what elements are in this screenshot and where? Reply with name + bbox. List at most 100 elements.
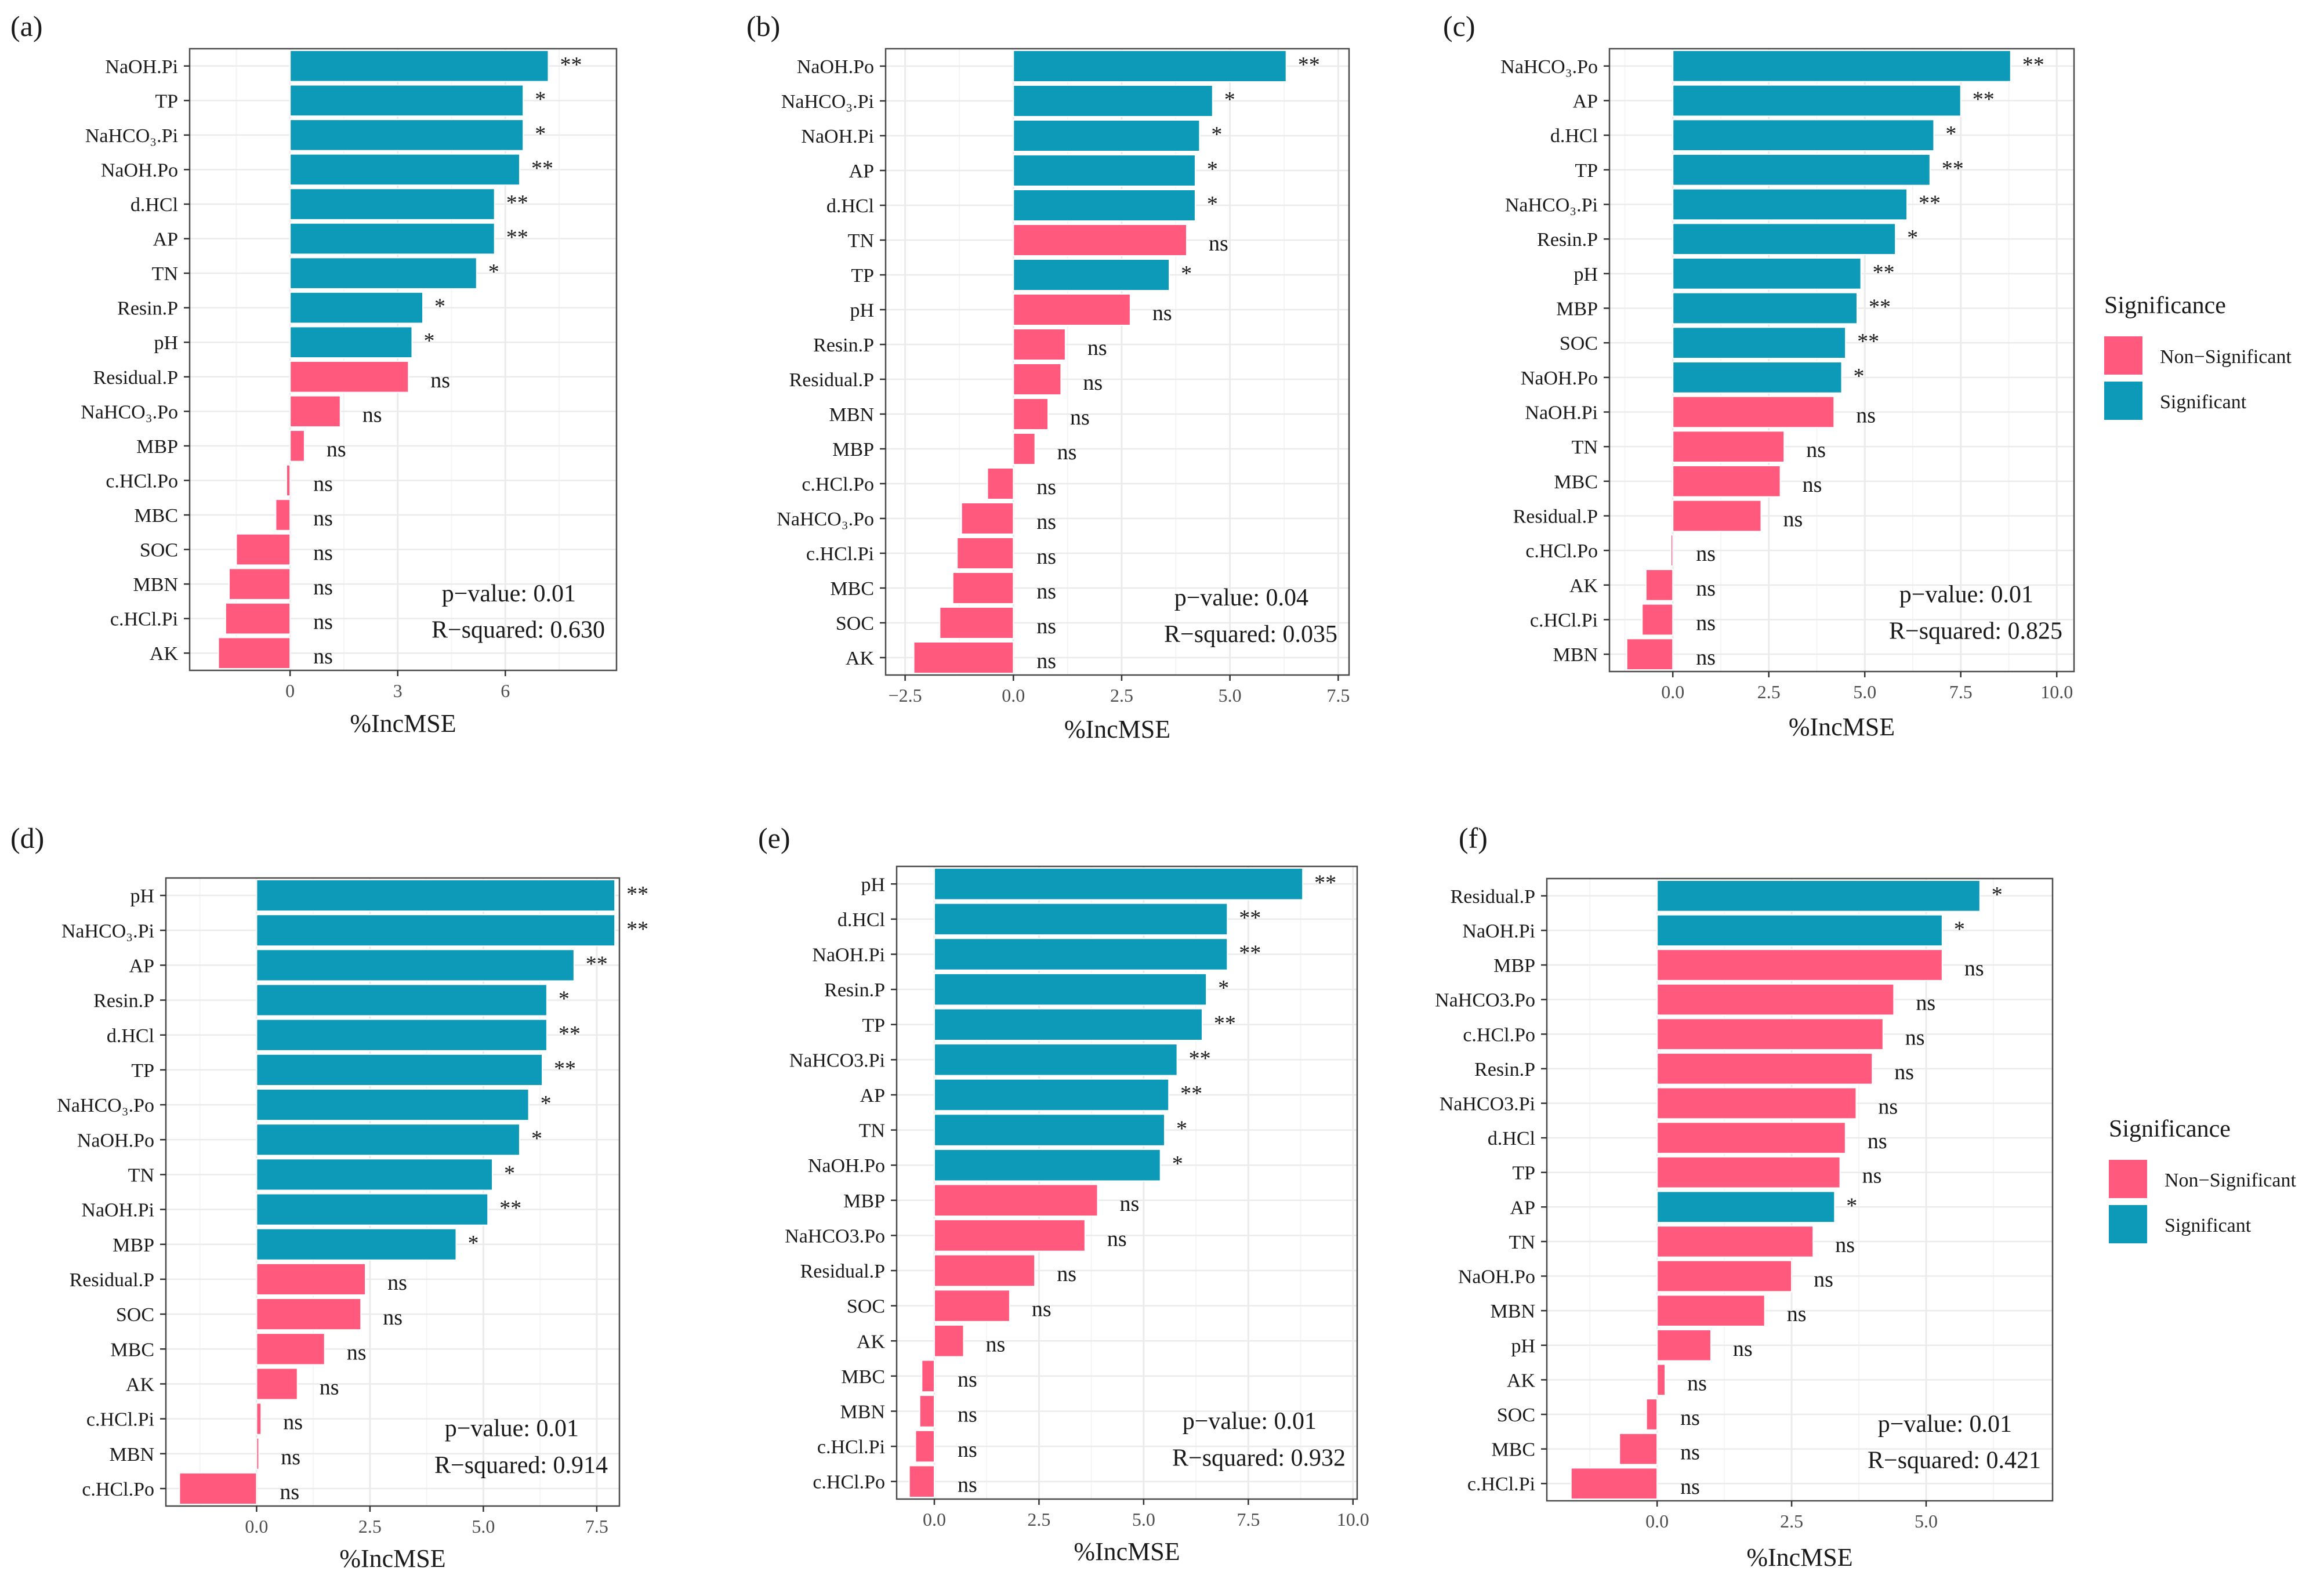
significance-label: * xyxy=(535,87,546,111)
panel-letter: (d) xyxy=(10,822,44,854)
significance-label: ** xyxy=(499,1196,521,1221)
panel-letter: (b) xyxy=(746,10,780,42)
x-tick-label: 0.0 xyxy=(1661,681,1684,702)
significance-label: ** xyxy=(1314,870,1336,895)
panel-border xyxy=(884,48,1350,676)
bar xyxy=(1672,49,2011,82)
significance-label: * xyxy=(559,987,570,1011)
bar xyxy=(256,879,616,912)
x-tick-label: 2.5 xyxy=(1110,685,1133,706)
bar xyxy=(1672,188,1908,221)
category-label: AP xyxy=(1510,1197,1535,1218)
bar xyxy=(275,499,291,531)
significance-label: * xyxy=(531,1126,542,1151)
bar xyxy=(921,1359,935,1393)
bar xyxy=(933,1324,965,1358)
panel-background xyxy=(1609,49,2074,672)
bar xyxy=(1645,568,1674,601)
p-value-label: p−value: 0.01 xyxy=(1878,1411,2012,1438)
legend-title: Significance xyxy=(2109,1116,2231,1142)
category-label: Resin.P xyxy=(813,335,874,356)
significance-label: ns xyxy=(327,437,346,462)
x-tick-label: 3 xyxy=(393,680,403,701)
category-label: pH xyxy=(1573,264,1598,285)
category-label: Residual.P xyxy=(800,1261,885,1282)
significance-label: ns xyxy=(1696,576,1716,601)
significance-label: * xyxy=(423,329,434,353)
significance-label: ns xyxy=(1803,473,1822,497)
x-tick-label: 10.0 xyxy=(1337,1509,1369,1530)
category-label: MBP xyxy=(843,1191,885,1212)
bar xyxy=(933,1289,1010,1322)
significance-label: * xyxy=(535,122,546,146)
r-squared-label: R−squared: 0.421 xyxy=(1868,1447,2041,1474)
significance-label: ns xyxy=(1733,1337,1753,1361)
bar xyxy=(1672,84,1962,117)
category-label: NaOH.Po xyxy=(1458,1267,1535,1288)
bar xyxy=(256,1298,362,1331)
significance-label: ns xyxy=(1696,645,1716,670)
category-label: c.HCl.Pi xyxy=(1467,1474,1535,1495)
bar xyxy=(933,1219,1086,1252)
significance-label: ns xyxy=(281,1445,300,1469)
significance-label: ** xyxy=(1189,1046,1211,1071)
significance-label: ns xyxy=(1868,1129,1887,1153)
significance-label: ns xyxy=(387,1271,407,1295)
significance-label: * xyxy=(1907,226,1918,250)
category-label: pH xyxy=(130,886,154,907)
x-axis-title: %IncMSE xyxy=(1746,1543,1852,1572)
significance-label: ns xyxy=(1814,1268,1833,1292)
p-value-label: p−value: 0.01 xyxy=(1899,582,2033,608)
bar xyxy=(933,868,1304,901)
category-label: SOC xyxy=(116,1304,154,1326)
significance-label: ** xyxy=(559,1022,581,1046)
category-label: NaHCO3.Pi xyxy=(1440,1093,1535,1115)
significance-label: ns xyxy=(1862,1164,1882,1188)
category-label: SOC xyxy=(140,540,178,561)
legend-swatch xyxy=(2109,1160,2147,1198)
significance-label: * xyxy=(488,260,499,284)
significance-label: ns xyxy=(1783,507,1803,532)
category-label: TN xyxy=(128,1164,154,1186)
significance-label: * xyxy=(1181,262,1192,286)
category-label: MBP xyxy=(1556,299,1598,320)
significance-label: ns xyxy=(1806,438,1826,462)
significance-label: ** xyxy=(2022,53,2044,77)
significance-label: ns xyxy=(985,1332,1005,1356)
bar xyxy=(1013,119,1201,152)
significance-label: ns xyxy=(1107,1227,1127,1251)
significance-label: ns xyxy=(1032,1297,1052,1322)
bar xyxy=(1672,396,1835,429)
legend-label: Non−Significant xyxy=(2160,346,2292,368)
bar xyxy=(1672,465,1781,498)
panel-background xyxy=(1547,879,2053,1501)
x-tick-label: 0.0 xyxy=(1002,685,1025,706)
significance-label: ns xyxy=(1152,301,1172,325)
significance-label: ns xyxy=(283,1410,303,1435)
bar xyxy=(1656,1191,1836,1224)
significance-label: * xyxy=(434,295,445,319)
significance-label: ns xyxy=(1687,1371,1707,1395)
r-squared-label: R−squared: 0.035 xyxy=(1164,621,1337,648)
legend-label: Significant xyxy=(2165,1215,2252,1236)
significance-label: ** xyxy=(1180,1082,1202,1106)
bar xyxy=(1672,430,1785,463)
category-label: MBN xyxy=(829,404,874,426)
bar xyxy=(1672,292,1858,325)
bar xyxy=(289,222,495,255)
p-value-label: p−value: 0.04 xyxy=(1174,585,1308,611)
bar xyxy=(1013,398,1049,430)
category-label: TN xyxy=(1572,437,1598,458)
x-tick-label: 0.0 xyxy=(245,1516,268,1537)
x-axis-title: %IncMSE xyxy=(1064,715,1170,743)
bar xyxy=(256,914,616,947)
category-label: d.HCl xyxy=(826,195,874,217)
bar xyxy=(960,502,1014,535)
category-label: c.HCl.Pi xyxy=(110,609,178,630)
significance-label: * xyxy=(467,1231,478,1256)
bar xyxy=(289,188,495,220)
bar xyxy=(1656,914,1943,947)
category-label: Residual.P xyxy=(789,369,874,391)
bar xyxy=(1013,259,1170,291)
category-label: Residual.P xyxy=(70,1269,154,1291)
